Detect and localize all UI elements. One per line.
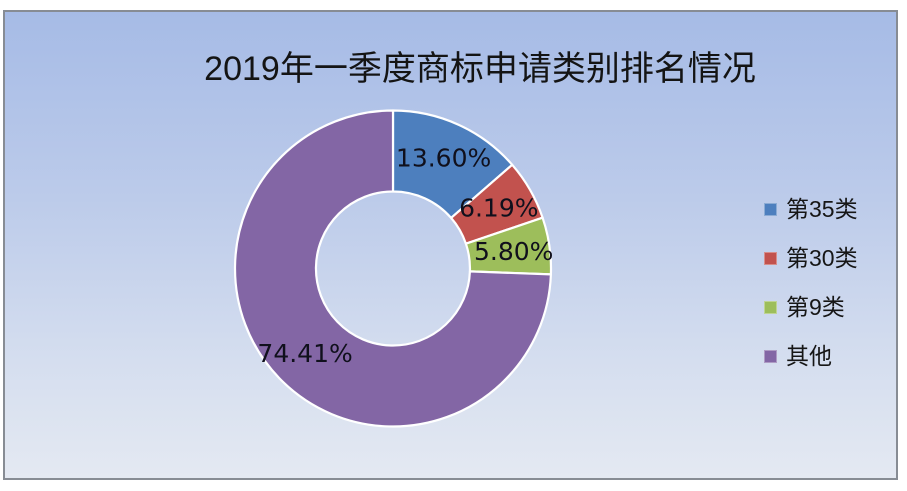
data-label-其他: 74.41% xyxy=(257,339,352,368)
donut-segment-其他 xyxy=(233,109,552,428)
legend-item-class30: 第30类 xyxy=(764,245,858,271)
legend-swatch-class30-icon xyxy=(764,251,777,265)
legend-label-class35: 第35类 xyxy=(786,195,858,222)
legend-item-class35: 第35类 xyxy=(764,196,858,222)
legend-label-class30: 第30类 xyxy=(786,244,858,271)
legend-swatch-other-icon xyxy=(764,349,777,363)
legend-item-other: 其他 xyxy=(764,343,858,369)
data-label-第9类: 5.80% xyxy=(474,237,553,266)
legend-label-class9: 第9类 xyxy=(786,293,845,320)
legend: 第35类 第30类 第9类 其他 xyxy=(764,196,858,369)
data-label-第30类: 6.19% xyxy=(459,194,538,223)
legend-label-other: 其他 xyxy=(786,342,832,369)
data-label-第35类: 13.60% xyxy=(396,144,491,173)
legend-swatch-class9-icon xyxy=(764,300,777,314)
legend-item-class9: 第9类 xyxy=(764,294,858,320)
chart-title: 2019年一季度商标申请类别排名情况 xyxy=(204,50,756,88)
legend-swatch-class35-icon xyxy=(764,202,777,216)
